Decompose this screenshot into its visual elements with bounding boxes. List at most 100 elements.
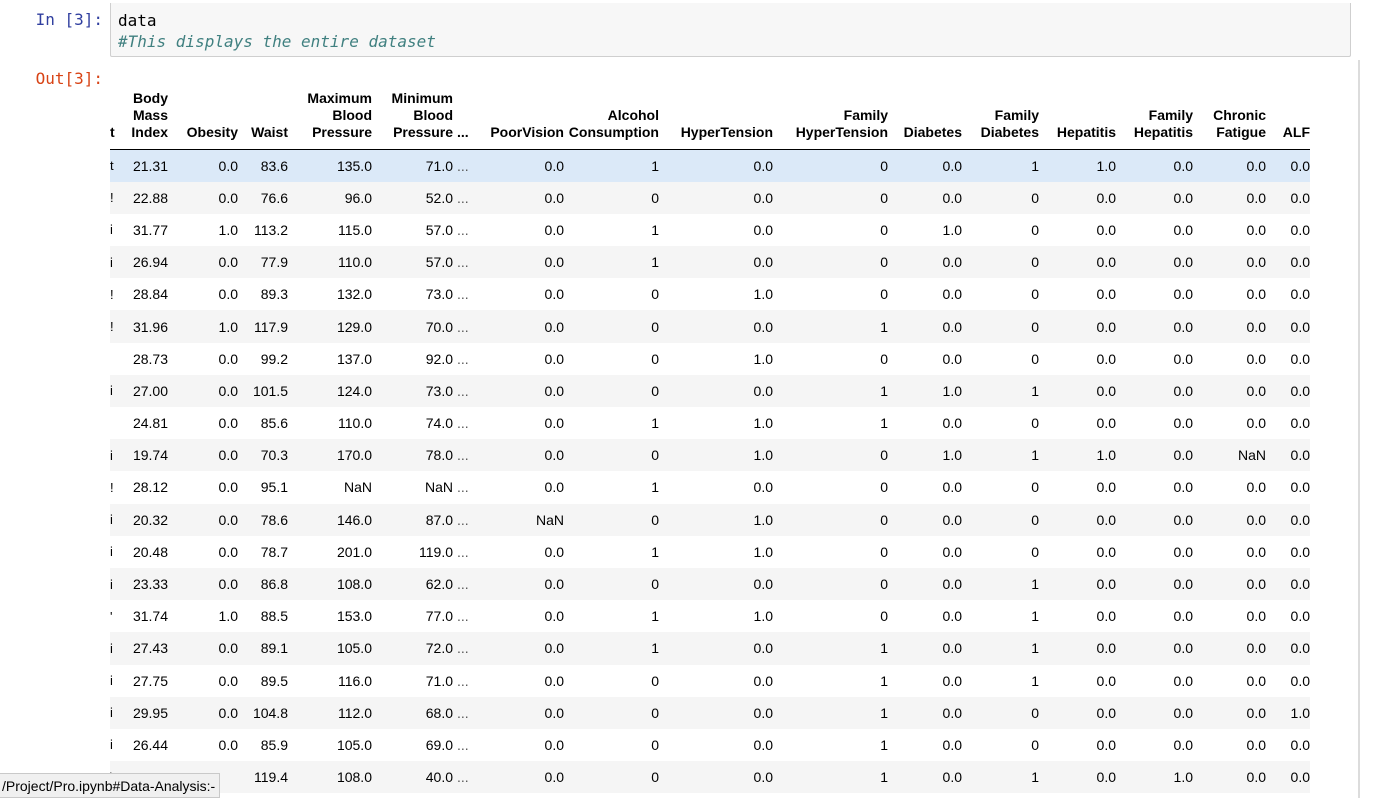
- column-header[interactable]: Obesity: [168, 80, 238, 150]
- row-index-cell: i: [110, 447, 113, 463]
- column-header[interactable]: Waist: [238, 80, 288, 150]
- table-row[interactable]: i 19.74 0.0 70.3 170.0 78.0... 0.0 0 1.0 0 1.0 1 1.0…: [110, 439, 1310, 472]
- table-cell: 0.0: [218, 704, 238, 721]
- table-cell: 0.0: [1246, 608, 1266, 625]
- table-cell: 0.0: [753, 221, 773, 238]
- table-cell: 0: [880, 221, 888, 238]
- table-cell: 27.43: [132, 640, 168, 657]
- column-header[interactable]: Family HyperTension: [773, 80, 888, 150]
- table-cell: 0.0: [942, 769, 962, 786]
- row-index-cell: i: [110, 673, 113, 689]
- table-cell: ...: [457, 350, 469, 367]
- table-row[interactable]: t 21.31 0.0 83.6 135.0 71.0... 0.0 1 0.0 0 0.0 1 1.0…: [110, 149, 1310, 182]
- column-header[interactable]: ALF: [1266, 80, 1310, 150]
- table-cell: 40.0: [425, 769, 453, 786]
- column-header[interactable]: HyperTension: [659, 80, 773, 150]
- table-row[interactable]: i 31.77 1.0 113.2 115.0 57.0... 0.0 1 0.0 0 1.0 0 0.…: [110, 214, 1310, 246]
- table-row[interactable]: ' 31.74 1.0 88.5 153.0 77.0... 0.0 1 1.0 0 0.0 1 0.0…: [110, 600, 1310, 632]
- table-cell: 0.0: [1290, 479, 1310, 496]
- table-row[interactable]: ! 22.88 0.0 76.6 96.0 52.0... 0.0 0 0.0 0 0.0 0 0.0 0…: [110, 181, 1310, 214]
- table-row[interactable]: i 29.95 0.0 104.8 112.0 68.0... 0.0 0 0.0 1 0.0 0 0.…: [110, 696, 1310, 729]
- table-cell: 105.0: [336, 736, 372, 753]
- row-index-cell: i: [110, 705, 113, 721]
- table-cell: 92.0: [425, 350, 453, 367]
- dataframe-output: t Body Mass Index Obesity Waist Maximum Bloo…: [110, 80, 1353, 798]
- table-cell: 119.0: [419, 543, 453, 560]
- table-cell: 77.0: [425, 608, 453, 625]
- table-row[interactable]: i 26.44 0.0 85.9 105.0 69.0... 0.0 0 0.0 1 0.0 0 0.0…: [110, 729, 1310, 761]
- column-header[interactable]: Maximum Blood Pressure: [288, 80, 372, 150]
- table-row[interactable]: i 23.33 0.0 86.8 108.0 62.0... 0.0 0 0.0 0 0.0 1 0.0…: [110, 567, 1310, 601]
- table-cell: 0.0: [1246, 350, 1266, 367]
- column-header[interactable]: Body Mass Index: [116, 80, 168, 150]
- table-cell: 1.0: [1096, 157, 1116, 174]
- table-cell: 0: [1031, 415, 1039, 432]
- table-cell: 0.0: [1096, 415, 1116, 432]
- table-cell: 0.0: [544, 640, 564, 657]
- table-cell: 0.0: [1290, 447, 1310, 464]
- table-row[interactable]: i 20.48 0.0 78.7 201.0 119.0... 0.0 1 1.0 0 0.0 0 0.…: [110, 536, 1310, 568]
- table-cell: 0: [880, 189, 888, 206]
- table-row[interactable]: i 27.75 0.0 89.5 116.0 71.0... 0.0 0 0.0 1 0.0 1 0.0…: [110, 665, 1310, 697]
- table-cell: 29.95: [132, 704, 168, 721]
- table-cell: 1.0: [942, 382, 962, 399]
- table-cell: 0.0: [544, 286, 564, 303]
- table-cell: 28.84: [132, 286, 168, 303]
- table-cell: 0.0: [1246, 415, 1266, 432]
- table-cell: 0.0: [1246, 640, 1266, 657]
- table-row[interactable]: )119.4108.040.0...0.000.010.010.01.00.00…: [110, 761, 1310, 794]
- table-cell: 0.0: [544, 543, 564, 560]
- table-row[interactable]: 24.81 0.0 85.6 110.0 74.0... 0.0 1 1.0 1 0.0 0 0.0 0…: [110, 407, 1310, 439]
- table-header-row: t Body Mass Index Obesity Waist Maximum Bloo…: [110, 80, 1310, 150]
- table-cell: 0: [1031, 479, 1039, 496]
- table-cell: 0.0: [544, 769, 564, 786]
- table-cell: 0.0: [544, 221, 564, 238]
- column-header[interactable]: Chronic Fatigue: [1193, 80, 1266, 150]
- table-cell: 0.0: [1173, 576, 1193, 593]
- column-header[interactable]: Alcohol Consumption: [564, 80, 659, 150]
- table-cell: 0.0: [1290, 382, 1310, 399]
- column-header[interactable]: PoorVision: [481, 80, 564, 150]
- code-input-area[interactable]: data #This displays the entire dataset: [110, 3, 1351, 57]
- table-cell: 105.0: [336, 640, 372, 657]
- table-cell: 0.0: [1173, 286, 1193, 303]
- table-cell: 0.0: [218, 447, 238, 464]
- table-cell: 1: [1031, 447, 1039, 464]
- table-cell: 170.0: [336, 447, 372, 464]
- table-row[interactable]: i 27.43 0.0 89.1 105.0 72.0... 0.0 1 0.0 1 0.0 1 0.0…: [110, 632, 1310, 665]
- table-row[interactable]: ! 31.96 1.0 117.9 129.0 70.0... 0.0 0 0.0 1 0.0 0 0.…: [110, 310, 1310, 343]
- table-row[interactable]: i 20.32 0.0 78.6 146.0 87.0... NaN 0 1.0 0 0.0 0 0.0…: [110, 503, 1310, 536]
- table-cell: 0: [880, 479, 888, 496]
- table-cell: 0.0: [942, 608, 962, 625]
- table-cell: 0: [880, 447, 888, 464]
- table-cell: ...: [457, 447, 469, 464]
- column-header[interactable]: Family Hepatitis: [1116, 80, 1193, 150]
- table-row[interactable]: i 27.00 0.0 101.5 124.0 73.0... 0.0 0 0.0 1 1.0 1 0.…: [110, 374, 1310, 407]
- table-cell: 0: [880, 286, 888, 303]
- table-cell: 1.0: [218, 318, 238, 335]
- table-row[interactable]: i 26.94 0.0 77.9 110.0 57.0... 0.0 1 0.0 0 0.0 0 0.0…: [110, 246, 1310, 279]
- table-cell: 74.0: [425, 415, 453, 432]
- table-cell: 0: [1031, 189, 1039, 206]
- table-cell: 1.0: [753, 608, 773, 625]
- table-cell: 0: [651, 447, 659, 464]
- table-cell: 1.0: [1290, 704, 1310, 721]
- table-cell: 1: [1031, 769, 1039, 786]
- column-header[interactable]: Minimum Blood Pressure: [372, 80, 453, 150]
- table-cell: 0.0: [1290, 286, 1310, 303]
- table-cell: 108.0: [336, 769, 372, 786]
- column-header[interactable]: Family Diabetes: [962, 80, 1039, 150]
- table-row[interactable]: ! 28.84 0.0 89.3 132.0 73.0... 0.0 0 1.0 0 0.0 0 0.0…: [110, 278, 1310, 310]
- table-cell: 0.0: [1246, 576, 1266, 593]
- table-cell: 89.1: [260, 640, 288, 657]
- column-header[interactable]: Diabetes: [888, 80, 962, 150]
- table-cell: ...: [457, 704, 469, 721]
- column-header[interactable]: Hepatitis: [1039, 80, 1116, 150]
- table-row[interactable]: 28.73 0.0 99.2 137.0 92.0... 0.0 0 1.0 0 0.0 0 0.0 0…: [110, 343, 1310, 375]
- table-cell: 19.74: [132, 447, 168, 464]
- table-cell: 0.0: [1096, 221, 1116, 238]
- table-cell: 129.0: [336, 318, 372, 335]
- table-cell: 0.0: [1290, 576, 1310, 593]
- table-row[interactable]: ! 28.12 0.0 95.1 NaN NaN... 0.0 1 0.0 0 0.0 0 0.0 0.0…: [110, 471, 1310, 503]
- column-header[interactable]: ...: [453, 80, 481, 150]
